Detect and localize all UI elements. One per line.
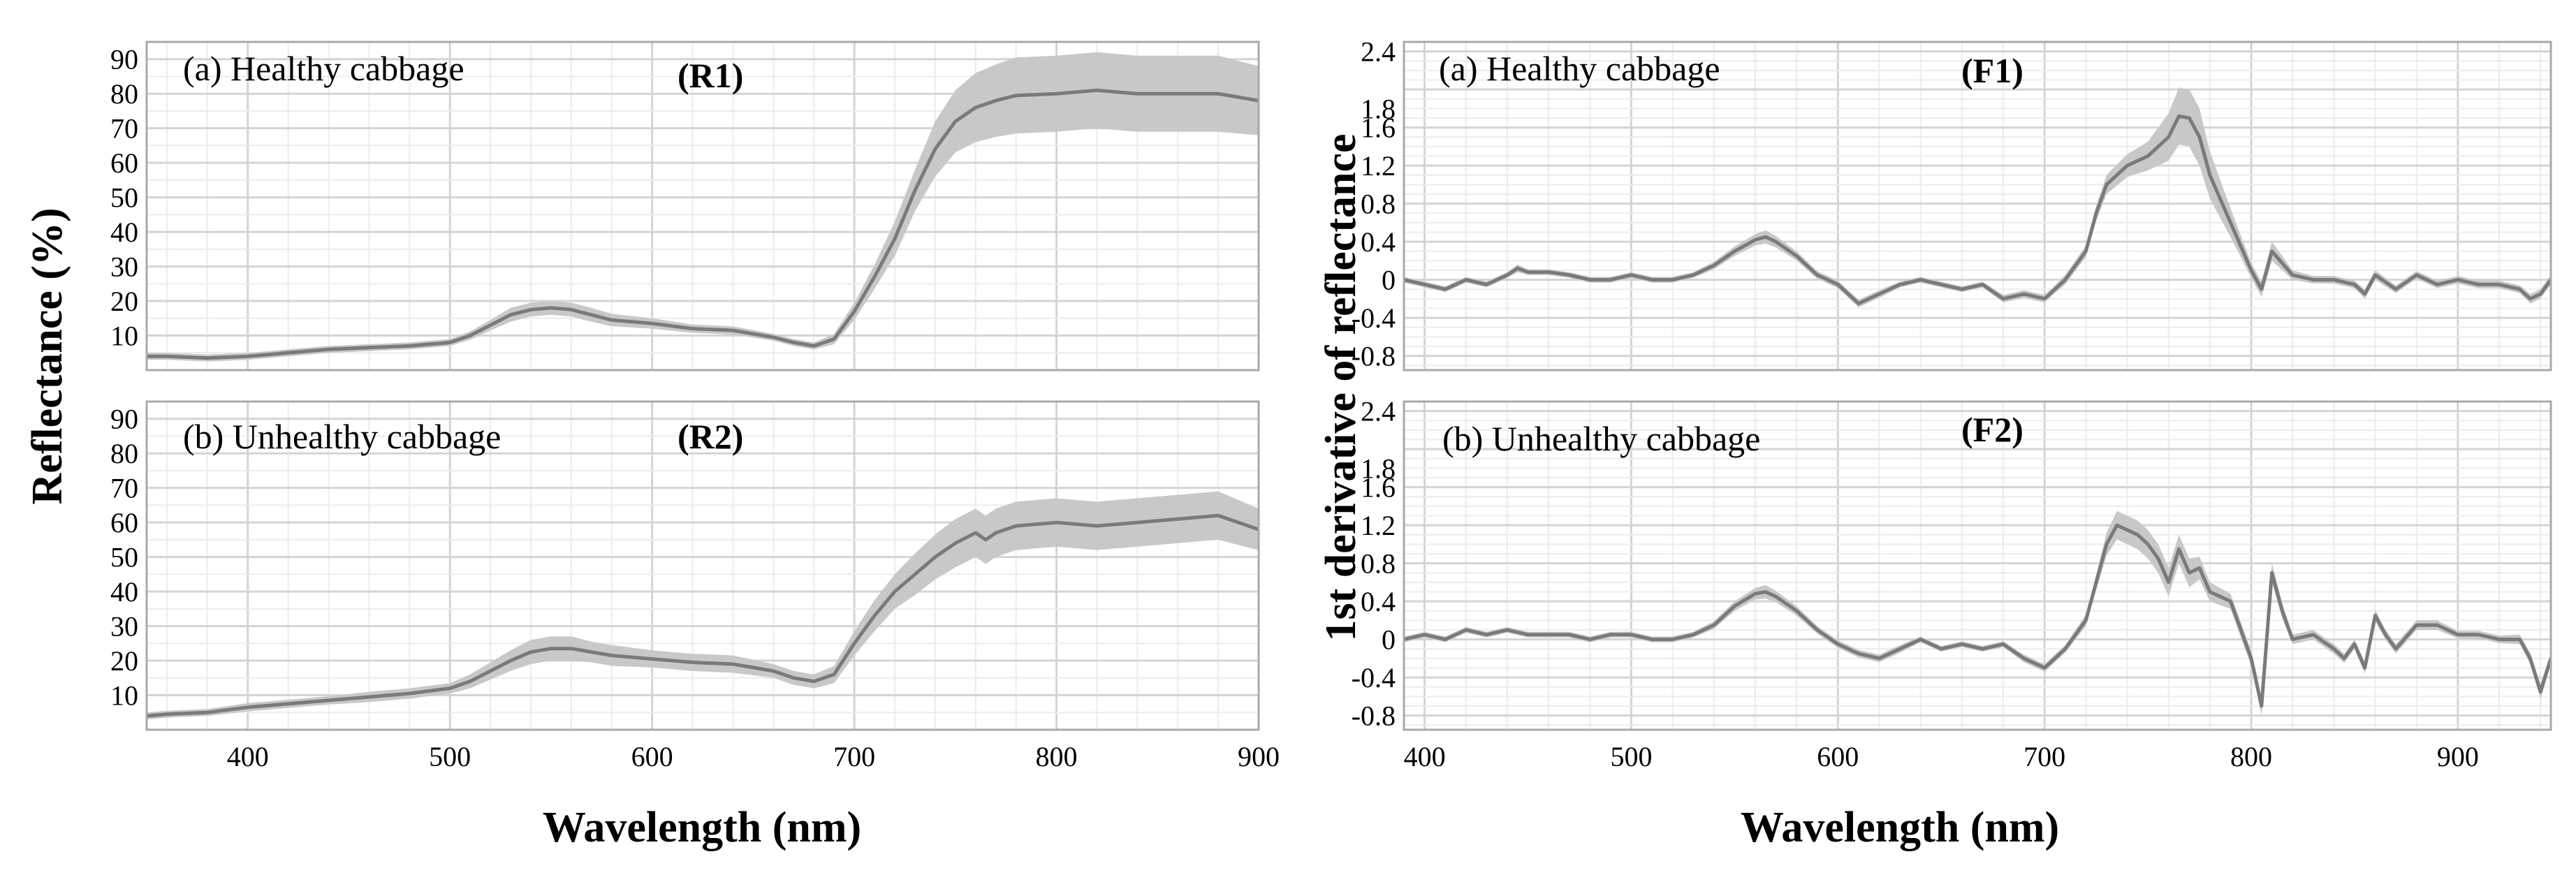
f1-ytick-label-1-8: 1.8 [1361,93,1396,124]
r2-ytick-label-10: 10 [110,680,138,712]
r1-std-band [147,52,1259,362]
f1-gridlines [1404,41,2551,370]
f1-ytick-label-0-8: -0.8 [1352,341,1396,372]
r2-ytick-label-80: 80 [110,438,138,469]
r2-xtick-label-800: 800 [1036,741,1078,772]
r2-x-ticks: 400 500 600 700 800 900 [227,741,1280,772]
f2-xtick-label-600: 600 [1817,741,1859,772]
f2-mean-line [1404,523,2551,708]
r2-panel-title: (b) Unhealthy cabbage [183,417,501,456]
f1-panel-title: (a) Healthy cabbage [1439,49,1720,88]
f2-xtick-label-700: 700 [2024,741,2065,772]
r1-mean-line [147,88,1259,360]
r1-mean-series-line [147,88,1259,360]
f1-ytick-label-0: 0 [1382,265,1396,296]
f2-panel-title: (b) Unhealthy cabbage [1442,419,1760,458]
f2-mean-series-line [1404,523,2551,708]
f1-y-ticks: -0.8 -0.4 0 0.4 0.8 1.2 1.61.8 2.4 [1352,36,1396,372]
r1-ytick-label-20: 20 [110,286,138,317]
r1-ytick-label-60: 60 [110,147,138,179]
f2-ytick-label-2-4: 2.4 [1361,396,1396,427]
f1-ytick-label-1-2: 1.2 [1361,150,1396,182]
f2-plot-frame [1403,400,2552,731]
f1-ytick-label-1-6: 1.6 [1361,112,1396,144]
f2-xtick-label-800: 800 [2230,741,2272,772]
f2-ytick-label-1-6: 1.6 [1361,472,1396,503]
f2-ytick-label-1-2: 1.2 [1361,510,1396,541]
r2-ytick-label-90: 90 [110,404,138,435]
r1-std-band-area [147,52,1259,362]
f2-std-band-area [1404,510,2551,716]
r1-ytick-label-10: 10 [110,321,138,352]
f1-std-band [1404,87,2551,308]
f1-ytick-label-0-4: -0.4 [1352,302,1396,334]
f1-ytick-label-2-4: 2.4 [1361,36,1396,68]
f2-ytick-label-0-4: -0.4 [1352,662,1396,693]
f2-x-ticks: 400 500 600 700 800 900 [1404,741,2479,772]
f2-ytick-label-1-8: 1.8 [1361,453,1396,484]
r1-ytick-label-50: 50 [110,182,138,214]
left-y-axis-label: Reflectance (%) [24,207,71,504]
r1-ytick-label-90: 90 [110,44,138,75]
right-x-axis-label: Wavelength (nm) [1741,804,2059,851]
r2-ytick-label-50: 50 [110,542,138,573]
r2-ytick-label-20: 20 [110,645,138,677]
panel-f2-unhealthy-derivative: -0.8 -0.4 0 0.4 0.8 1.2 1.61.8 2.4 400 500 600 700… [1352,396,2552,772]
r2-xtick-label-400: 400 [227,741,269,772]
r2-xtick-label-900: 900 [1238,741,1280,772]
r1-ytick-label-70: 70 [110,113,138,145]
r1-ytick-label-80: 80 [110,78,138,110]
r2-panel-tag: (R2) [678,417,743,456]
f1-ytick-label-0-8: 0.8 [1361,189,1396,220]
f2-gridlines [1404,401,2551,730]
r2-ytick-label-70: 70 [110,473,138,504]
r1-panel-tag: (R1) [678,56,743,95]
r2-xtick-label-500: 500 [429,741,471,772]
f2-ytick-label-0: 0 [1382,624,1396,656]
r2-ytick-label-30: 30 [110,611,138,642]
r2-mean-line [147,513,1259,718]
r2-plot-frame [145,400,1260,731]
f1-mean-series-line [1404,114,2551,306]
r1-plot-frame [145,41,1260,372]
f1-plot-frame [1403,41,2552,372]
panel-f1-healthy-derivative: -0.8 -0.4 0 0.4 0.8 1.2 1.61.8 2.4 (a) Healthy … [1352,36,2552,372]
r1-panel-title: (a) Healthy cabbage [183,49,464,88]
f2-panel-tag: (F2) [1961,410,2024,449]
f2-xtick-label-900: 900 [2437,741,2479,772]
f2-std-band [1404,510,2551,716]
left-x-axis-label: Wavelength (nm) [543,804,861,851]
r2-std-band-area [147,491,1259,720]
f2-ytick-label-0-4: 0.4 [1361,586,1396,617]
r2-xtick-label-600: 600 [631,741,673,772]
f1-panel-tag: (F1) [1961,51,2024,90]
r1-ytick-label-40: 40 [110,216,138,248]
f2-ytick-label-0-8: 0.8 [1361,548,1396,580]
f2-ytick-label-0-8: -0.8 [1352,700,1396,732]
r2-xtick-label-700: 700 [833,741,875,772]
r2-std-band [147,491,1259,720]
f1-std-band-area [1404,87,2551,308]
f2-xtick-label-400: 400 [1404,741,1446,772]
r2-mean-series-line [147,513,1259,718]
f1-ytick-label-0-4: 0.4 [1361,226,1396,258]
r1-ytick-label-30: 30 [110,251,138,283]
r2-ytick-label-60: 60 [110,507,138,538]
right-y-axis-label: 1st derivative of reflectance [1317,133,1365,641]
r2-ytick-label-40: 40 [110,576,138,608]
f2-y-ticks: -0.8 -0.4 0 0.4 0.8 1.2 1.61.8 2.4 [1352,396,1396,732]
f2-xtick-label-500: 500 [1610,741,1652,772]
f1-mean-line [1404,114,2551,306]
